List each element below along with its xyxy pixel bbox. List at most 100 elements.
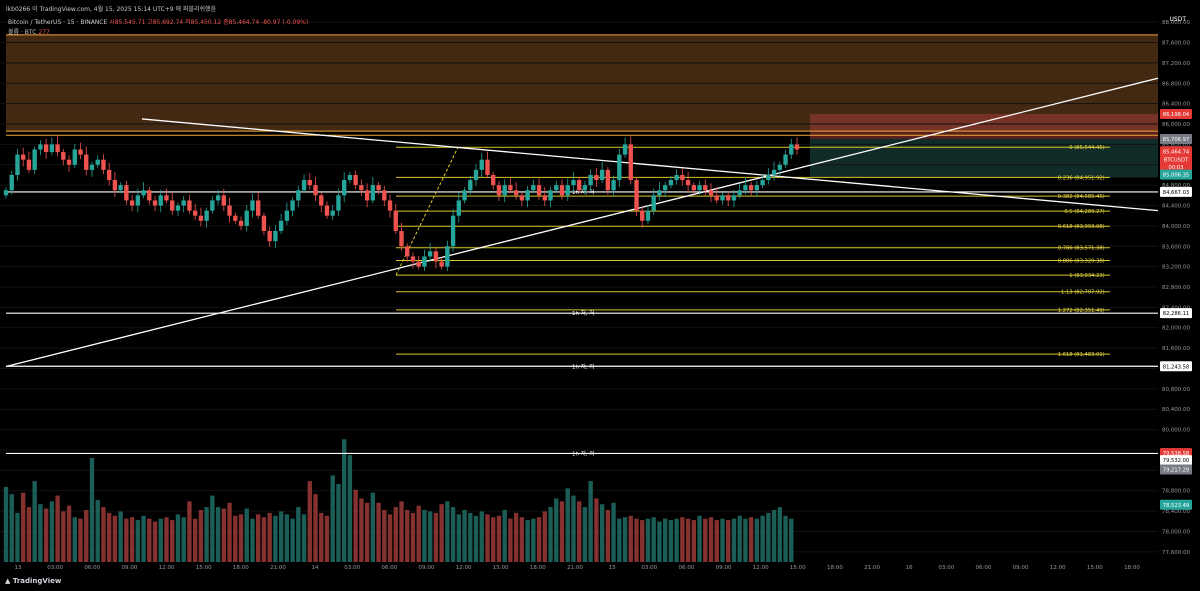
y-tick-label: 87,200.00 xyxy=(1162,61,1190,67)
volume-bar xyxy=(496,515,502,562)
hline-label: 1h 저, 저 xyxy=(572,309,594,317)
trend-lines xyxy=(5,77,1159,368)
candle-body xyxy=(238,220,244,226)
volume-bar xyxy=(536,517,542,562)
x-tick-label: 16 xyxy=(906,565,913,571)
volume-bar xyxy=(370,492,376,562)
horizontal-lines: 1h 저, 저 1h 저, 저 1h 저, 저 1h 저, 저 xyxy=(6,188,1158,457)
volume-bar xyxy=(599,504,605,562)
price-tag-label: 85,706.97 xyxy=(1163,137,1189,143)
candle-body xyxy=(187,200,192,211)
candle-body xyxy=(278,220,284,231)
y-tick-label: 86,000.00 xyxy=(1162,122,1190,128)
volume-bar xyxy=(376,502,381,562)
candle-body xyxy=(198,215,204,221)
candle-body xyxy=(273,230,278,242)
candle-body xyxy=(743,185,748,191)
ascending-trendline xyxy=(5,77,1159,368)
volume-bar xyxy=(651,517,656,562)
candle-body xyxy=(49,144,55,153)
volume-bar xyxy=(336,484,341,562)
resistance-zone xyxy=(6,34,1158,178)
candle-body xyxy=(445,246,450,267)
x-tick-label: 18:00 xyxy=(530,565,546,571)
candle-body xyxy=(789,144,794,155)
candle-body xyxy=(668,180,674,186)
volume-bar xyxy=(112,515,118,562)
candle-body xyxy=(32,149,37,170)
volume-bar xyxy=(26,507,32,562)
volume-bar xyxy=(261,517,267,562)
fib-label: 0.5 (84,289.27) · xyxy=(1064,209,1108,215)
volume-bar xyxy=(347,455,353,562)
volume-bar xyxy=(301,514,307,562)
volume-bar xyxy=(783,515,788,562)
candle-body xyxy=(324,205,330,216)
candle-body xyxy=(594,174,599,181)
y-tick-label: 80,400.00 xyxy=(1162,407,1190,413)
candle-body xyxy=(685,180,691,186)
candle-body xyxy=(43,144,49,153)
x-tick-label: 03:00 xyxy=(938,565,954,571)
symbol-name[interactable]: Bitcoin / TetherUS · 15 · BINANCE xyxy=(8,19,108,26)
candle-body xyxy=(748,185,754,191)
price-tag-label: 84,667.03 xyxy=(1163,190,1189,196)
volume-bar xyxy=(49,501,55,562)
x-tick-label: 03:00 xyxy=(47,565,63,571)
candle-body xyxy=(588,174,593,186)
volume-bar xyxy=(330,475,335,562)
volume-bar xyxy=(622,517,628,562)
candle-body xyxy=(662,185,668,191)
ohlc-values: 시85,545.71 고85,692.74 저85,450.12 종85,464… xyxy=(109,19,309,26)
price-tag-label: BTCUSDT xyxy=(1164,158,1189,164)
x-tick-label: 21:00 xyxy=(270,565,286,571)
candle-body xyxy=(38,144,43,150)
candle-body xyxy=(370,185,376,201)
volume-bar xyxy=(582,507,588,562)
price-tag xyxy=(1160,455,1192,466)
price-tag xyxy=(1160,499,1192,510)
price-tag-label: 78,523.49 xyxy=(1163,503,1189,509)
volume-bar xyxy=(147,518,152,562)
candle-body xyxy=(657,190,662,196)
volume-bar xyxy=(634,518,639,562)
price-tag xyxy=(1160,186,1192,197)
fib-label: 0.786 (83,571.38) · xyxy=(1058,246,1109,252)
volume-bar xyxy=(233,515,238,562)
volume-bar xyxy=(760,515,765,562)
volume-bar xyxy=(61,511,66,562)
volume-bar xyxy=(720,518,725,562)
candle-body xyxy=(301,180,307,191)
volume-bar xyxy=(387,514,393,562)
candle-body xyxy=(95,159,100,165)
candle-body xyxy=(554,185,559,191)
volume-bar xyxy=(462,510,467,562)
candle-body xyxy=(124,185,129,201)
candle-body xyxy=(502,185,507,196)
candle-body xyxy=(233,215,238,221)
price-tag xyxy=(1160,108,1192,119)
candle-body xyxy=(571,180,576,186)
x-tick-label: 15:00 xyxy=(493,565,509,571)
y-tick-label: 84,000.00 xyxy=(1162,224,1190,230)
volume-bar xyxy=(55,495,60,562)
candle-body xyxy=(611,180,616,191)
volume-bar xyxy=(519,517,525,562)
volume-bar xyxy=(559,501,565,562)
candle-body xyxy=(536,185,542,196)
candle-body xyxy=(599,169,605,181)
candle-body xyxy=(708,190,714,196)
candle-body xyxy=(66,159,72,165)
candle-body xyxy=(89,164,95,170)
volume-bars xyxy=(3,439,794,562)
watermark-text: TradingView xyxy=(12,577,62,585)
y-tick-label: 80,800.00 xyxy=(1162,387,1190,393)
volume-bar xyxy=(468,512,473,562)
volume-bar xyxy=(141,515,146,562)
candle-body xyxy=(78,149,83,155)
currency-label[interactable]: USDT xyxy=(1169,16,1187,23)
candle-body xyxy=(473,169,479,181)
volume-bar xyxy=(427,511,433,562)
